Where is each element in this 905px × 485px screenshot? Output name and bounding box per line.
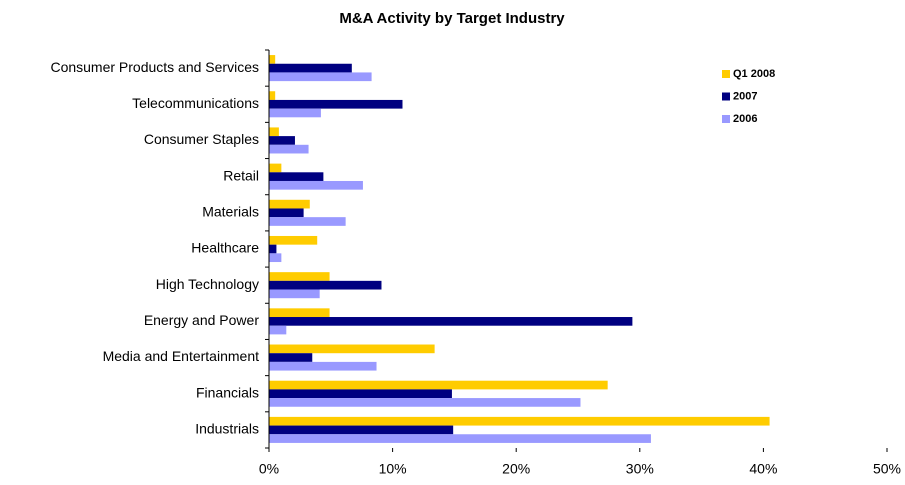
x-tick-label: 10% bbox=[379, 461, 407, 477]
bar bbox=[269, 253, 282, 263]
bar bbox=[269, 199, 310, 209]
bar bbox=[269, 172, 324, 181]
bar bbox=[269, 72, 372, 82]
y-tick-label: Energy and Power bbox=[144, 312, 260, 328]
legend-swatch bbox=[722, 92, 730, 101]
x-tick-label: 0% bbox=[259, 461, 279, 477]
legend-label: 2006 bbox=[733, 113, 757, 125]
bar bbox=[269, 317, 633, 326]
y-tick-label: Financials bbox=[196, 384, 259, 400]
bar bbox=[269, 136, 295, 145]
bar bbox=[269, 272, 330, 281]
y-tick-label: Media and Entertainment bbox=[103, 348, 260, 364]
y-tick-label: Materials bbox=[202, 204, 259, 220]
y-tick-label: Healthcare bbox=[191, 240, 259, 256]
x-tick-label: 30% bbox=[626, 461, 654, 477]
bar bbox=[269, 416, 770, 426]
bar bbox=[269, 244, 277, 254]
y-tick-label: Consumer Staples bbox=[144, 131, 259, 147]
bar bbox=[269, 163, 282, 173]
bar bbox=[269, 425, 454, 435]
bar bbox=[269, 55, 276, 64]
bar bbox=[269, 434, 651, 443]
bar bbox=[269, 217, 346, 226]
y-tick-label: Industrials bbox=[195, 421, 259, 437]
bar bbox=[269, 127, 279, 137]
x-tick-label: 50% bbox=[873, 461, 901, 477]
bar bbox=[269, 325, 287, 335]
bar bbox=[269, 353, 313, 362]
bar bbox=[269, 389, 452, 399]
x-tick-label: 40% bbox=[749, 461, 777, 477]
bar bbox=[269, 308, 330, 318]
bar bbox=[269, 108, 321, 118]
bar bbox=[269, 361, 377, 371]
bar bbox=[269, 99, 403, 109]
y-tick-label: Consumer Products and Services bbox=[50, 59, 259, 75]
bar bbox=[269, 180, 363, 190]
y-tick-label: High Technology bbox=[156, 276, 259, 292]
legend-label: Q1 2008 bbox=[733, 68, 775, 80]
bar bbox=[269, 208, 304, 218]
legend-label: 2007 bbox=[733, 90, 757, 102]
bar bbox=[269, 91, 276, 100]
bar bbox=[269, 280, 382, 290]
chart-title: M&A Activity by Target Industry bbox=[339, 10, 565, 27]
x-tick-label: 20% bbox=[502, 461, 530, 477]
bar bbox=[269, 235, 318, 245]
bar bbox=[269, 398, 581, 407]
legend-swatch bbox=[722, 115, 730, 123]
bar bbox=[269, 289, 320, 299]
bar bbox=[269, 344, 435, 354]
bar bbox=[269, 63, 352, 73]
legend-swatch bbox=[722, 70, 730, 78]
y-tick-label: Retail bbox=[223, 167, 259, 183]
bar bbox=[269, 144, 309, 154]
y-tick-label: Telecommunications bbox=[132, 95, 259, 111]
bar bbox=[269, 380, 608, 390]
